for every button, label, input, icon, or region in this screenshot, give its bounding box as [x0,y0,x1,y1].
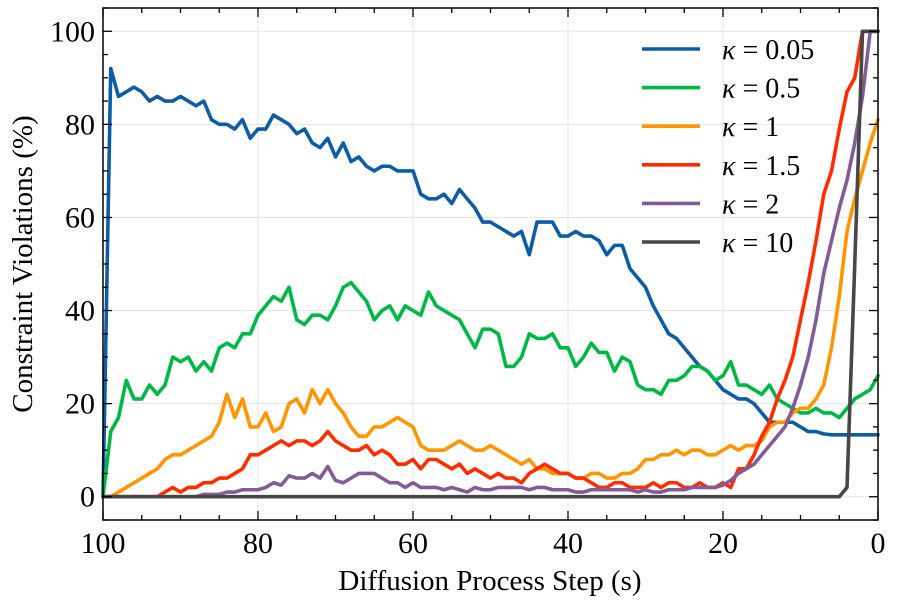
x-axis-tick-labels: 100 80 60 40 20 0 [81,527,886,560]
legend-kappa-symbol: κ [722,35,736,66]
y-tick-label: 40 [65,295,95,328]
x-tick-label: 60 [398,527,428,560]
legend-kappa-symbol: κ [722,228,736,259]
x-tick-label: 20 [708,527,738,560]
legend-value: = 0.5 [735,74,800,105]
legend-value: = 0.05 [735,35,814,66]
legend-value: = 1 [735,112,779,143]
legend-label: κ = 10 [722,228,793,259]
legend-label: κ = 0.05 [722,35,814,66]
y-tick-label: 0 [80,481,95,514]
series-line-3 [101,29,880,499]
series-line-4 [101,29,880,499]
series-line-1 [101,280,880,499]
x-axis-label: Diffusion Process Step (s) [338,565,641,597]
x-tick-label: 0 [871,527,886,560]
legend-label: κ = 1.5 [722,151,800,182]
axis-ticks [102,7,879,521]
legend-label: κ = 0.5 [722,74,800,105]
legend-value: = 2 [735,189,779,220]
series-layer [101,29,880,499]
legend-value: = 1.5 [735,151,800,182]
legend: κ = 0.05κ = 0.5κ = 1κ = 1.5κ = 2κ = 10 [642,35,814,259]
series-line-0 [101,66,880,499]
y-axis-label: Constraint Violations (%) [7,115,39,412]
x-tick-label: 80 [243,527,273,560]
legend-kappa-symbol: κ [722,151,736,182]
y-tick-label: 60 [65,201,95,234]
legend-value: = 10 [735,228,793,259]
series-line-5 [101,29,880,499]
y-tick-label: 20 [65,388,95,421]
legend-kappa-symbol: κ [722,112,736,143]
legend-label: κ = 2 [722,189,779,220]
y-axis-tick-labels: 0 20 40 60 80 100 [50,15,95,513]
legend-label: κ = 1 [722,112,779,143]
y-tick-label: 100 [50,15,95,48]
legend-kappa-symbol: κ [722,189,736,220]
y-tick-label: 80 [65,108,95,141]
x-tick-label: 100 [81,527,126,560]
legend-kappa-symbol: κ [722,74,736,105]
series-line-2 [101,117,880,499]
x-tick-label: 40 [553,527,583,560]
